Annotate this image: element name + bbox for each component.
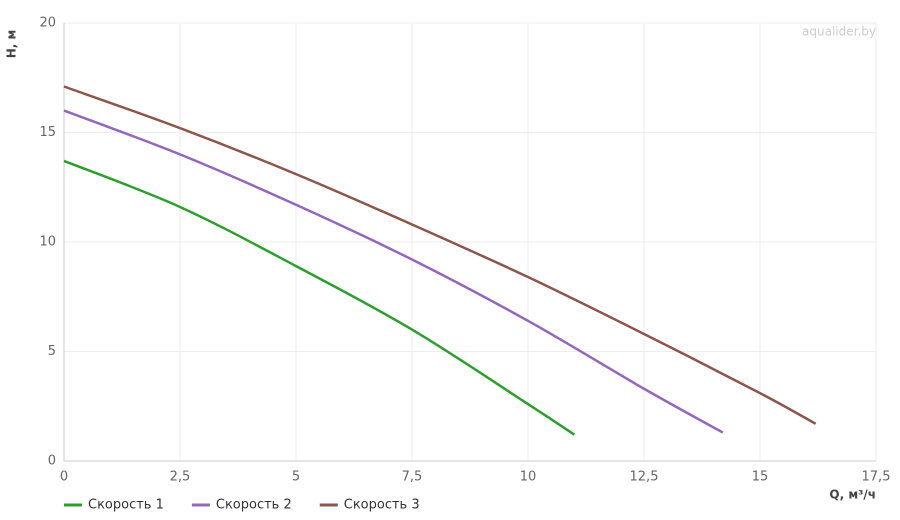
x-tick-label: 7,5 (402, 470, 423, 485)
x-tick-label: 5 (292, 470, 300, 485)
x-tick-label: 15 (752, 470, 769, 485)
line (63, 109, 724, 434)
x-tick-label: 2,5 (170, 470, 191, 485)
y-tick-label: 0 (48, 454, 56, 469)
x-tick-label: 17,5 (862, 470, 891, 485)
x-tick-label: 10 (520, 470, 537, 485)
x-tick-label: 12,5 (630, 470, 659, 485)
legend-label: Скорость 2 (216, 498, 292, 513)
y-axis-label: H, м (5, 30, 19, 59)
y-tick-label: 10 (39, 235, 56, 250)
y-tick-label: 15 (39, 125, 56, 140)
legend-label: Скорость 1 (88, 498, 164, 513)
x-tick-label: 0 (60, 470, 68, 485)
y-tick-label: 5 (48, 344, 56, 359)
x-axis-label: Q, м³/ч (829, 488, 876, 502)
watermark: aqualider.by (802, 25, 876, 39)
legend-label: Скорость 3 (344, 498, 420, 513)
y-tick-label: 20 (39, 16, 56, 31)
line (63, 159, 576, 436)
line (63, 85, 817, 425)
